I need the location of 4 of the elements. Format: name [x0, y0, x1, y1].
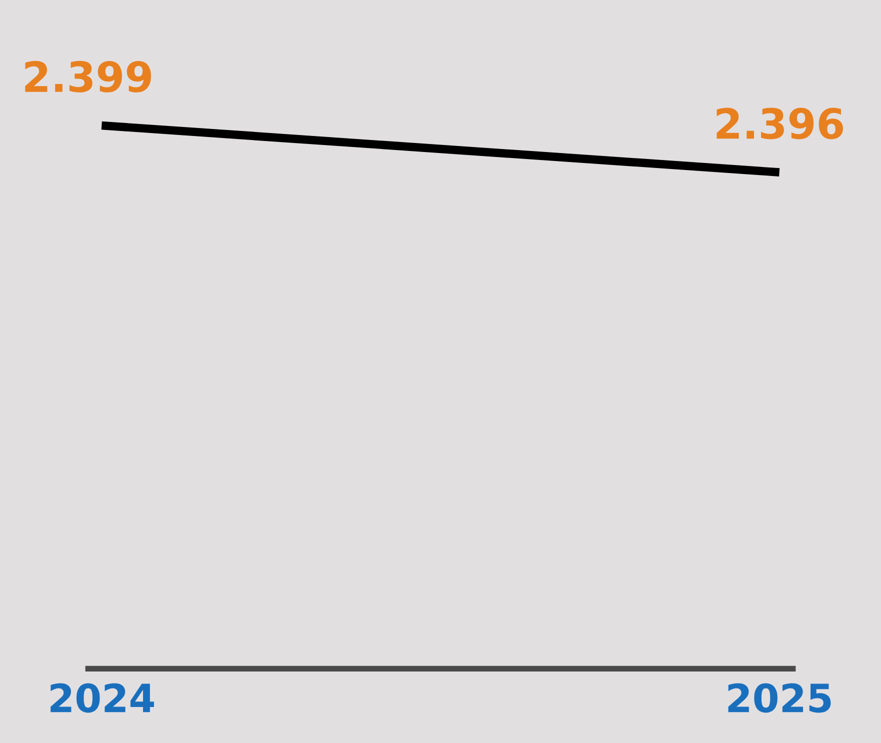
x-tick-label: 2024	[50, 683, 154, 713]
data-label: 2.396	[716, 108, 844, 140]
data-label: 2.399	[25, 60, 151, 92]
x-tick-label: 2025	[728, 683, 831, 713]
